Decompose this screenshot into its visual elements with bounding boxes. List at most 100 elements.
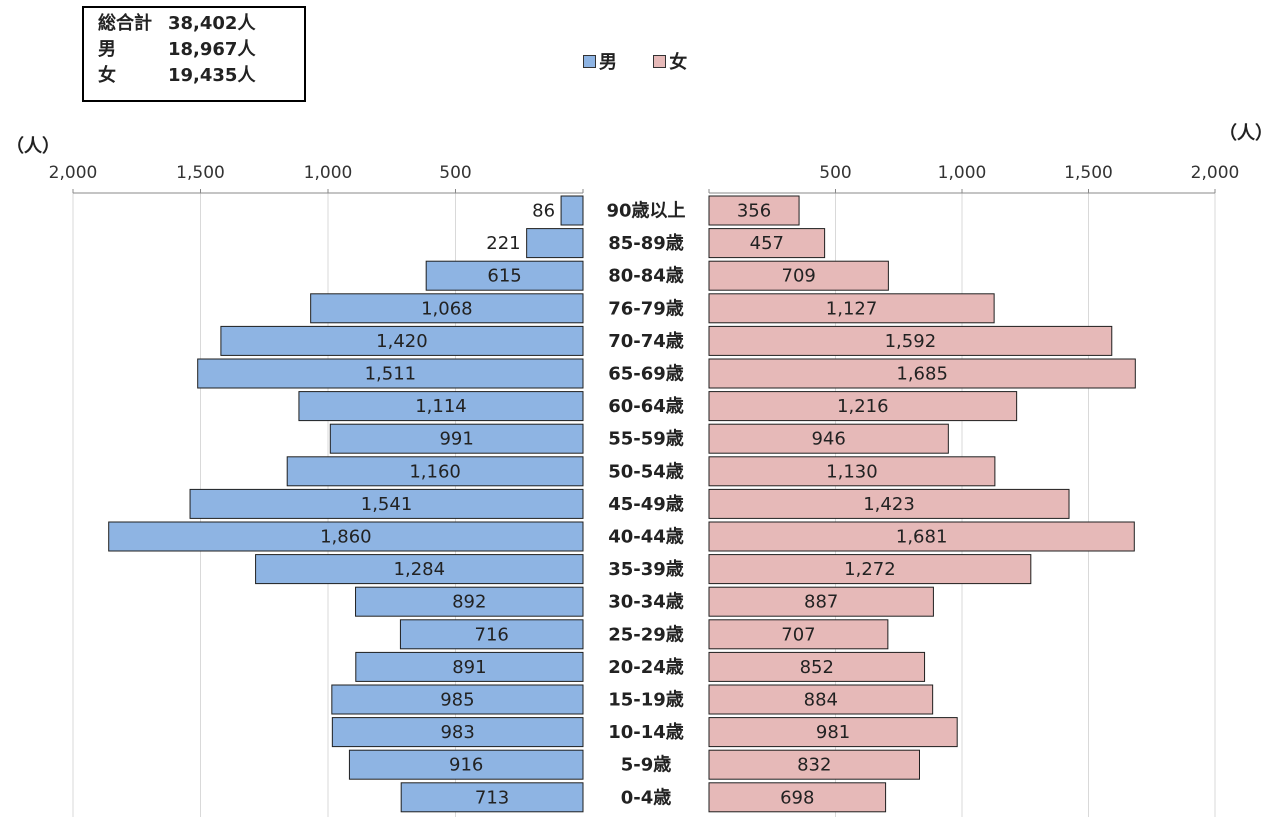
data-label-female: 1,685 <box>896 364 948 385</box>
bar-male <box>560 195 584 226</box>
category-label: 35-39歳 <box>608 559 684 580</box>
category-label: 50-54歳 <box>608 461 684 482</box>
data-label-female: 887 <box>804 592 838 613</box>
summary-total-label: 総合計 <box>98 13 152 34</box>
data-label-male: 1,114 <box>415 396 467 417</box>
legend-item-female: 女 <box>653 48 687 74</box>
data-label-female: 707 <box>781 624 815 645</box>
bar-female <box>708 717 958 748</box>
summary-female-row: 女 19,435人 <box>98 64 255 88</box>
bar-female <box>708 423 949 454</box>
tick-label-left: 2,000 <box>49 163 98 183</box>
data-label-female: 946 <box>811 429 845 450</box>
unit-label-left: （人） <box>6 136 60 157</box>
data-label-male: 615 <box>487 266 521 287</box>
bar-female <box>708 586 934 617</box>
bar-male <box>189 488 584 519</box>
data-label-female: 1,127 <box>826 298 878 319</box>
data-label-female: 1,216 <box>837 396 889 417</box>
tick-label-left: 1,000 <box>304 163 353 183</box>
bar-female <box>708 782 887 813</box>
bar-male <box>286 456 584 487</box>
data-label-male: 716 <box>475 624 509 645</box>
data-label-male: 1,284 <box>394 559 446 580</box>
category-label: 76-79歳 <box>608 298 684 319</box>
bar-female <box>708 684 934 715</box>
data-label-female: 1,592 <box>885 331 937 352</box>
data-label-male: 86 <box>532 201 555 222</box>
unit-label-right: （人） <box>1219 123 1273 144</box>
bar-female <box>708 228 826 259</box>
bar-female <box>708 488 1070 519</box>
bar-male <box>310 293 584 324</box>
category-label: 0-4歳 <box>621 787 672 808</box>
data-label-male: 1,541 <box>361 494 413 515</box>
bar-male <box>399 619 584 650</box>
bar-male <box>197 358 584 389</box>
data-label-female: 1,272 <box>844 559 896 580</box>
data-label-male: 713 <box>475 787 509 808</box>
bar-male <box>355 586 584 617</box>
data-label-female: 698 <box>780 787 814 808</box>
category-label: 65-69歳 <box>608 364 684 385</box>
data-label-female: 457 <box>750 233 784 254</box>
bar-male <box>425 260 584 291</box>
legend: 男 女 <box>583 48 717 74</box>
summary-female-label: 女 <box>98 65 116 86</box>
data-label-male: 985 <box>440 690 474 711</box>
tick-label-left: 1,500 <box>176 163 225 183</box>
tick-label-right: 1,500 <box>1064 163 1113 183</box>
data-label-female: 709 <box>782 266 816 287</box>
data-label-female: 852 <box>800 657 834 678</box>
data-label-female: 1,423 <box>863 494 915 515</box>
data-label-male: 1,420 <box>376 331 428 352</box>
legend-swatch-male <box>583 55 596 68</box>
bar-female <box>708 456 996 487</box>
category-label: 20-24歳 <box>608 657 684 678</box>
bar-female <box>708 554 1032 585</box>
legend-swatch-female <box>653 55 667 68</box>
legend-item-male: 男 <box>583 48 617 74</box>
category-label: 15-19歳 <box>608 690 684 711</box>
data-label-male: 1,068 <box>421 298 473 319</box>
bar-male <box>329 423 584 454</box>
category-label: 85-89歳 <box>608 233 684 254</box>
category-label: 45-49歳 <box>608 494 684 515</box>
category-label: 90歳以上 <box>606 201 685 222</box>
bar-male <box>298 391 584 422</box>
bar-male <box>348 749 584 780</box>
bar-female <box>708 391 1018 422</box>
bar-male <box>355 651 584 682</box>
bar-male <box>400 782 584 813</box>
bar-female <box>708 358 1136 389</box>
bar-male <box>220 325 584 356</box>
summary-female-value: 19,435人 <box>168 65 256 86</box>
tick-label-right: 500 <box>819 163 851 183</box>
bar-female <box>708 619 889 650</box>
data-label-male: 1,511 <box>365 364 417 385</box>
data-label-female: 832 <box>797 755 831 776</box>
data-label-female: 1,681 <box>896 527 948 548</box>
category-label: 30-34歳 <box>608 592 684 613</box>
bar-male <box>331 717 584 748</box>
summary-male-row: 男 18,967人 <box>98 38 255 62</box>
bar-female <box>708 260 889 291</box>
category-label: 25-29歳 <box>608 624 684 645</box>
data-label-female: 981 <box>816 722 850 743</box>
legend-label-male: 男 <box>599 52 617 73</box>
data-label-male: 991 <box>439 429 473 450</box>
summary-box: 総合計 38,402人 男 18,967人 女 19,435人 <box>82 6 306 102</box>
data-label-male: 891 <box>452 657 486 678</box>
tick-label-right: 1,000 <box>938 163 987 183</box>
bar-female <box>708 521 1135 552</box>
tick-label-left: 500 <box>439 163 471 183</box>
legend-label-female: 女 <box>669 52 688 73</box>
data-label-male: 892 <box>452 592 486 613</box>
bar-female <box>708 651 926 682</box>
summary-total-value: 38,402人 <box>168 13 256 34</box>
tick-label-right: 2,000 <box>1191 163 1240 183</box>
bar-female <box>708 293 995 324</box>
bar-male <box>526 228 584 259</box>
data-label-male: 1,160 <box>409 461 461 482</box>
